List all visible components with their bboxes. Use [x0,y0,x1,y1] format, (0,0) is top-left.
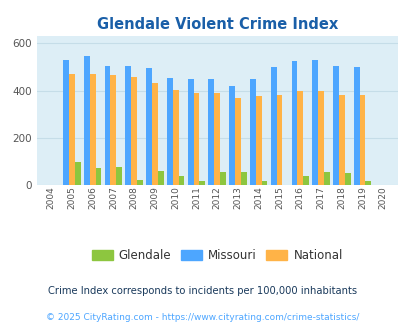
Bar [104,66,110,185]
Bar [364,181,371,185]
Bar [173,89,178,185]
Bar [303,176,308,185]
Bar [146,68,151,185]
Bar [110,75,116,185]
Bar [214,93,220,185]
Bar [193,93,199,185]
Bar [332,66,338,185]
Legend: Glendale, Missouri, National: Glendale, Missouri, National [87,244,347,267]
Bar [75,162,80,185]
Bar [323,172,329,185]
Bar [125,66,131,185]
Bar [291,61,296,185]
Bar [318,91,323,185]
Title: Glendale Violent Crime Index: Glendale Violent Crime Index [96,17,337,32]
Bar [311,60,318,185]
Bar [276,94,282,185]
Bar [199,181,205,185]
Text: Crime Index corresponds to incidents per 100,000 inhabitants: Crime Index corresponds to incidents per… [48,286,357,296]
Bar [344,173,350,185]
Text: © 2025 CityRating.com - https://www.cityrating.com/crime-statistics/: © 2025 CityRating.com - https://www.city… [46,313,359,322]
Bar [95,168,101,185]
Bar [255,96,261,185]
Bar [208,79,214,185]
Bar [220,172,225,185]
Bar [359,95,364,185]
Bar [63,60,69,185]
Bar [178,176,184,185]
Bar [353,67,359,185]
Bar [229,86,234,185]
Bar [151,83,158,185]
Bar [338,95,344,185]
Bar [90,74,95,185]
Bar [131,77,137,185]
Bar [116,167,122,185]
Bar [158,171,163,185]
Bar [137,180,143,185]
Bar [261,181,267,185]
Bar [69,74,75,185]
Bar [249,80,255,185]
Bar [296,90,303,185]
Bar [84,56,90,185]
Bar [240,172,246,185]
Bar [166,78,173,185]
Bar [270,67,276,185]
Bar [187,80,193,185]
Bar [234,98,240,185]
